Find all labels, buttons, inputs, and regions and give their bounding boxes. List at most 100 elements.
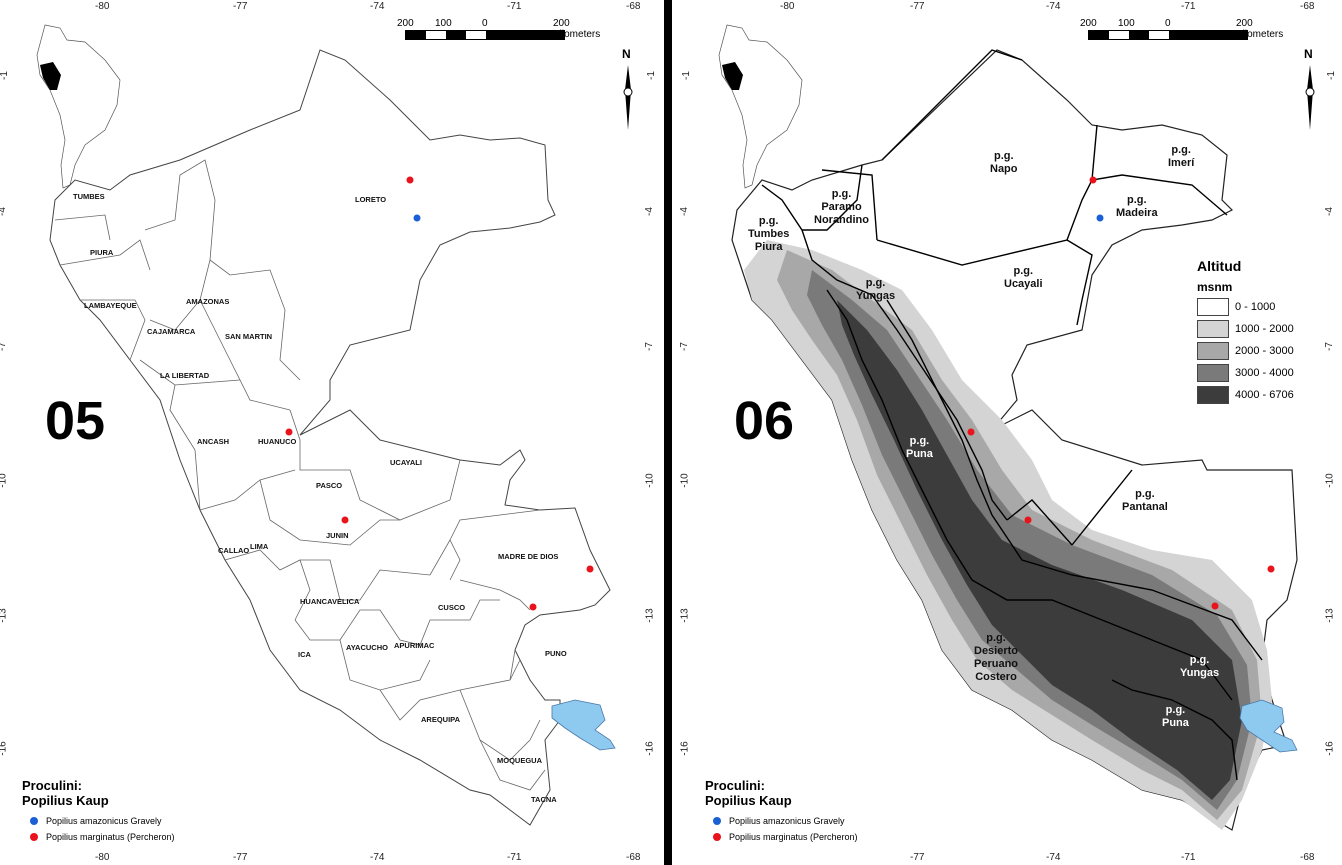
dept-label: PASCO xyxy=(316,481,343,490)
dept-label: LAMBAYEQUE xyxy=(84,301,137,310)
altitude-range: 3000 - 4000 xyxy=(1235,367,1294,379)
altitude-legend-unit: msnm xyxy=(1197,280,1233,294)
legend-item: Popilius amazonicus Gravely xyxy=(30,816,162,826)
province-label: p.g. Ucayali xyxy=(1004,265,1043,290)
altitude-class: 0 - 1000 xyxy=(1197,298,1337,316)
dept-label: CAJAMARCA xyxy=(147,327,196,336)
marginatus-point xyxy=(285,428,293,436)
marginatus-dot-icon xyxy=(713,833,721,841)
map-panel-05: -80 -77 -74 -71 -68 -80 -77 -74 -71 -68 … xyxy=(0,0,664,865)
altitude-range: 1000 - 2000 xyxy=(1235,323,1294,335)
province-boundaries xyxy=(761,49,1263,781)
legend-item: Popilius marginatus (Percheron) xyxy=(713,832,858,842)
scale-label: 0 xyxy=(1165,18,1171,29)
marginatus-point xyxy=(406,176,414,184)
lon-tick-bottom: -77 xyxy=(910,852,925,863)
lon-tick-top: -68 xyxy=(1300,1,1315,12)
dept-label: SAN MARTIN xyxy=(225,332,273,341)
altitude-class: 3000 - 4000 xyxy=(1197,364,1337,382)
svg-text:N: N xyxy=(1304,47,1313,61)
dept-label: HUANUCO xyxy=(258,437,297,446)
lon-tick-bottom: -68 xyxy=(1300,852,1315,863)
svg-text:N: N xyxy=(622,47,631,61)
lon-tick-bottom: -71 xyxy=(507,852,522,863)
dept-label: PUNO xyxy=(545,649,567,658)
north-arrow-icon: N xyxy=(622,47,633,130)
lon-tick-bottom: -68 xyxy=(626,852,641,863)
lon-tick-top: -68 xyxy=(626,1,641,12)
dept-label: AYACUCHO xyxy=(346,643,388,652)
altitude-legend-title: Altitud xyxy=(1197,258,1242,274)
swatch-icon xyxy=(1197,386,1229,404)
swatch-icon xyxy=(1197,364,1229,382)
lon-tick-bottom: -77 xyxy=(233,852,248,863)
peru-outline xyxy=(49,49,611,826)
legend-item: Popilius marginatus (Percheron) xyxy=(30,832,175,842)
figure-number: 06 xyxy=(734,391,795,451)
province-label: p.g. Yungas xyxy=(1180,654,1220,679)
legend-species-label: Popilius marginatus (Percheron) xyxy=(46,832,175,842)
marginatus-dot-icon xyxy=(30,833,38,841)
province-label: p.g. Imerí xyxy=(1168,144,1195,169)
dept-label: LA LIBERTAD xyxy=(160,371,210,380)
lon-tick-top: -71 xyxy=(1181,1,1196,12)
amazonicus-dot-icon xyxy=(713,817,721,825)
marginatus-point xyxy=(529,603,537,611)
marginatus-point xyxy=(1211,602,1219,610)
scale-bar: 200 100 0 200 Kilometers xyxy=(397,18,600,40)
amazonicus-point xyxy=(1096,214,1104,222)
dept-label: UCAYALI xyxy=(390,458,422,467)
scale-bar: 200 100 0 200 Kilometers xyxy=(1080,18,1283,40)
dept-label: MADRE DE DIOS xyxy=(498,552,559,561)
legend-title: Proculini: Popilius Kaup xyxy=(22,778,109,808)
lon-tick-bottom: -80 xyxy=(95,852,110,863)
dept-label: CUSCO xyxy=(438,603,466,612)
legend-title-line2: Popilius Kaup xyxy=(705,793,792,808)
lon-tick-top: -80 xyxy=(780,1,795,12)
scale-label: 100 xyxy=(1118,18,1135,29)
marginatus-point xyxy=(1024,516,1032,524)
dept-label: LIMA xyxy=(250,542,269,551)
altitude-class: 2000 - 3000 xyxy=(1197,342,1337,360)
dept-label: TACNA xyxy=(531,795,557,804)
dept-label: ANCASH xyxy=(197,437,230,446)
scale-label: 0 xyxy=(482,18,488,29)
marginatus-point xyxy=(967,428,975,436)
scale-label: 200 Kilometers xyxy=(553,18,601,40)
department-boundaries xyxy=(54,159,546,791)
province-label: p.g. Madeira xyxy=(1116,194,1158,219)
province-label: p.g. Puna xyxy=(1162,704,1189,729)
dept-label: AMAZONAS xyxy=(186,297,230,306)
dept-label: JUNIN xyxy=(326,531,349,540)
peru-altitude-map: N xyxy=(718,24,1315,831)
altitude-range: 2000 - 3000 xyxy=(1235,345,1294,357)
lon-tick-top: -77 xyxy=(910,1,925,12)
lon-tick-bottom: -71 xyxy=(1181,852,1196,863)
province-label: p.g. Desierto Peruano Costero xyxy=(974,632,1019,683)
map-panel-06: -80 -77 -74 -71 -68 -77 -74 -71 -68 -1 -… xyxy=(672,0,1342,865)
scale-label: 200 Kilometers xyxy=(1236,18,1284,40)
altitude-legend: Altitud msnm 0 - 1000 1000 - 2000 2000 -… xyxy=(1197,258,1337,404)
scale-label: 200 xyxy=(397,18,414,29)
marginatus-point xyxy=(1089,176,1097,184)
amazonicus-point xyxy=(413,214,421,222)
legend-item: Popilius amazonicus Gravely xyxy=(713,816,845,826)
legend-title-line2: Popilius Kaup xyxy=(22,793,109,808)
scale-label: 200 xyxy=(1080,18,1097,29)
dept-label: CALLAO xyxy=(218,546,250,555)
dept-label: LORETO xyxy=(355,195,387,204)
legend-title-line1: Proculini: xyxy=(705,778,765,793)
scale-label: 100 xyxy=(435,18,452,29)
lon-tick-top: -80 xyxy=(95,1,110,12)
marginatus-point xyxy=(1267,565,1275,573)
dept-label: AREQUIPA xyxy=(421,715,461,724)
lon-tick-top: -74 xyxy=(370,1,385,12)
amazonicus-dot-icon xyxy=(30,817,38,825)
legend-title: Proculini: Popilius Kaup xyxy=(705,778,792,808)
dept-label: ICA xyxy=(298,650,311,659)
lon-tick-top: -71 xyxy=(507,1,522,12)
dept-label: MOQUEGUA xyxy=(497,756,542,765)
altitude-class: 4000 - 6706 xyxy=(1197,386,1337,404)
lake-titicaca xyxy=(551,699,616,751)
province-label: p.g. Napo xyxy=(990,150,1018,175)
